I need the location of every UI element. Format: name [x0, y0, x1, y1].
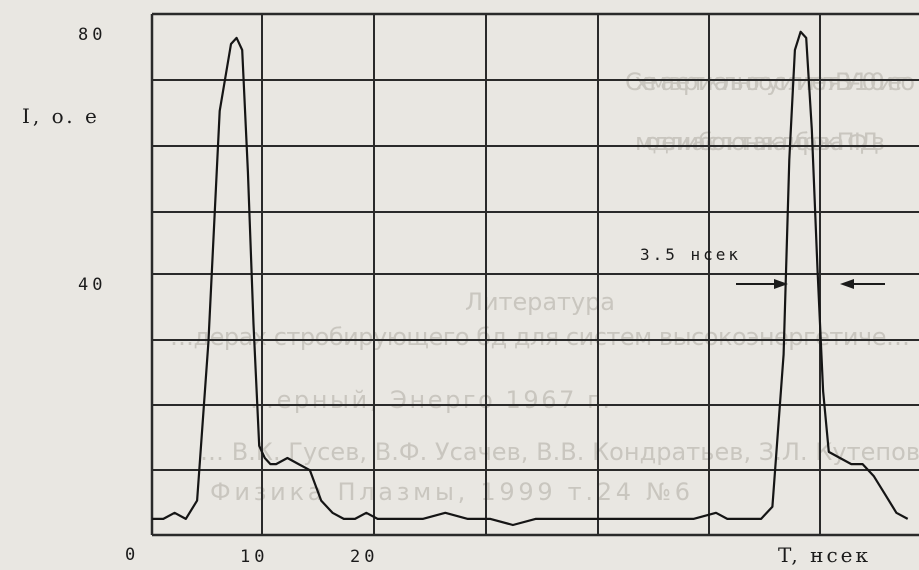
x-axis-label: T, нсек — [778, 543, 871, 567]
bg-text-line-1: Схема вертикального усилителя ВУ-100 и е… — [625, 68, 915, 96]
y-tick-40: 40 — [78, 275, 106, 295]
series-line-0 — [152, 30, 909, 527]
annotation-arrowhead-left — [774, 279, 788, 289]
annotation-arrowhead-right — [840, 279, 854, 289]
axis-labels: 80 40 I, o. e 0 10 20 T, нсек — [22, 25, 871, 567]
bg-text-line-6: Физика Плазмы, 1999 т.24 №6 — [210, 478, 690, 506]
bg-text-heading: Литература — [465, 288, 615, 316]
y-axis-label: I, o. e — [22, 104, 100, 128]
x-tick-20: 20 — [350, 547, 378, 567]
series-layer — [152, 30, 909, 527]
x-tick-10: 10 — [240, 547, 268, 567]
bleed-through-text: Схема вертикального усилителя ВУ-100 и е… — [170, 68, 919, 506]
bg-text-line-3: …дерах стробирующего бд для систем высок… — [170, 323, 910, 351]
annotation-label: 3.5 нсек — [640, 245, 741, 264]
x-tick-0: 0 — [125, 545, 139, 565]
width-annotation: 3.5 нсек — [640, 245, 885, 289]
y-tick-80: 80 — [78, 25, 106, 45]
bg-text-line-2: модели и абсолютная калибровка ПФД в — [635, 128, 885, 156]
bg-text-line-5: … В.К. Гусев, В.Ф. Усачев, В.В. Кондрать… — [200, 438, 919, 466]
bg-text-line-4: …ерный, Энерго 1967 г. — [250, 386, 610, 414]
grid — [150, 12, 919, 537]
